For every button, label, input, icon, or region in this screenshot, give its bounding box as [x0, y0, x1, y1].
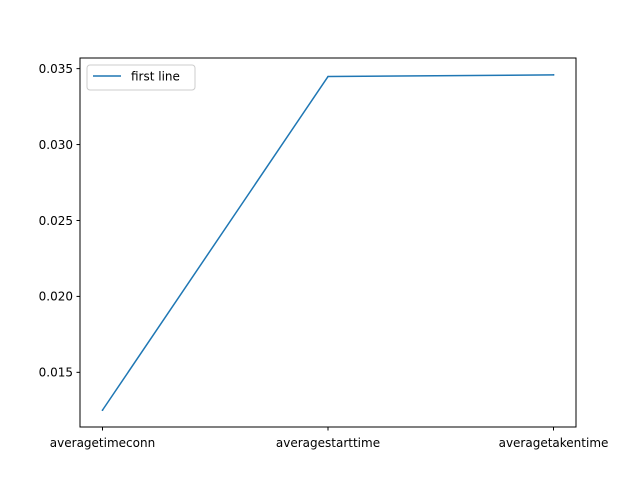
- x-tick-label: averagetimeconn: [50, 436, 155, 450]
- x-axis-ticks: averagetimeconn averagestarttime averageta…: [50, 427, 609, 450]
- legend-label-first-line: first line: [131, 70, 180, 84]
- y-axis-ticks: 0.015 0.020 0.025 0.030 0.035: [39, 62, 80, 380]
- plot-background: [80, 58, 576, 427]
- y-tick-label: 0.015: [39, 366, 73, 380]
- y-tick-label: 0.025: [39, 214, 73, 228]
- data-point: [552, 74, 555, 76]
- plot-frame: [79, 57, 577, 428]
- x-tick-label: averagestarttime: [276, 436, 380, 450]
- x-tick-label: averagetakentime: [499, 436, 609, 450]
- legend: first line: [86, 64, 196, 91]
- series-layer: [101, 74, 555, 412]
- data-point: [101, 409, 104, 411]
- data-point: [327, 75, 329, 78]
- legend-box: [86, 64, 196, 91]
- y-tick-label: 0.035: [39, 62, 73, 76]
- y-tick-label: 0.030: [39, 138, 73, 152]
- y-tick-label: 0.020: [39, 290, 73, 304]
